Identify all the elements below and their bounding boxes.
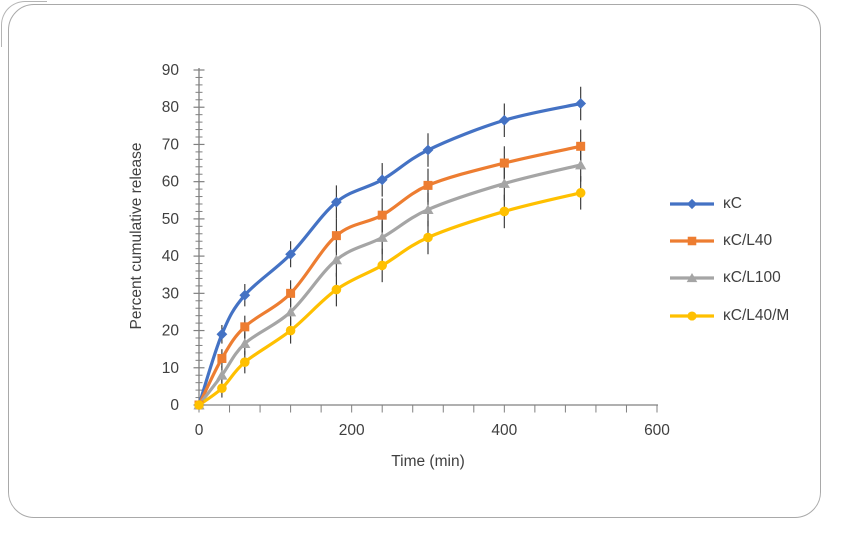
figure-card-border: [8, 4, 821, 518]
y-tick-label: 90: [162, 62, 180, 79]
x-tick-label: 400: [491, 422, 517, 439]
legend-square-marker-icon: [670, 236, 714, 246]
y-axis: 0 10 20 30 40 50 60 70 80 90: [162, 62, 205, 414]
x-tick-label: 600: [644, 422, 670, 439]
x-tick-label: 200: [339, 422, 365, 439]
y-tick-label: 40: [162, 248, 180, 265]
legend-triangle-marker-icon: [670, 273, 714, 283]
series-markers-3: [194, 188, 586, 410]
series-line-3: [197, 191, 583, 407]
y-tick-label: 30: [162, 285, 180, 302]
y-tick-label: 80: [162, 99, 180, 116]
series-markers-0: [193, 98, 587, 411]
legend-diamond-marker-icon: [670, 198, 714, 209]
x-axis-title: Time (min): [391, 453, 465, 470]
y-axis-title: Percent cumulative release: [128, 142, 145, 330]
error-bars: [221, 86, 582, 398]
legend-label: κC: [723, 194, 742, 212]
y-tick-label: 10: [162, 360, 180, 377]
y-tick-label: 50: [162, 211, 180, 228]
y-tick-label: 60: [162, 174, 180, 191]
y-tick-label: 20: [162, 323, 180, 340]
legend-item-0: κC: [668, 185, 789, 222]
outer-corner-line: [1, 1, 47, 47]
y-tick-label: 0: [170, 397, 179, 414]
series-markers-2: [193, 159, 587, 410]
x-tick-label: 0: [195, 422, 204, 439]
legend-item-3: κC/L40/M: [668, 297, 789, 334]
legend-item-1: κC/L40: [668, 222, 789, 259]
series-line-0: [197, 101, 583, 407]
series-line-1: [197, 144, 583, 407]
legend-label: κC/L40: [723, 231, 773, 249]
legend-label: κC/L40/M: [723, 306, 790, 324]
y-tick-label: 70: [162, 136, 180, 153]
x-axis: 0 200 400 600: [195, 404, 670, 439]
legend-item-2: κC/L100: [668, 260, 789, 297]
legend-label: κC/L100: [723, 269, 781, 287]
series-markers-1: [194, 141, 586, 410]
legend-circle-marker-icon: [670, 310, 714, 321]
chart-legend: κC κC/L40 κC/L100 κC/L40/M: [668, 185, 789, 334]
